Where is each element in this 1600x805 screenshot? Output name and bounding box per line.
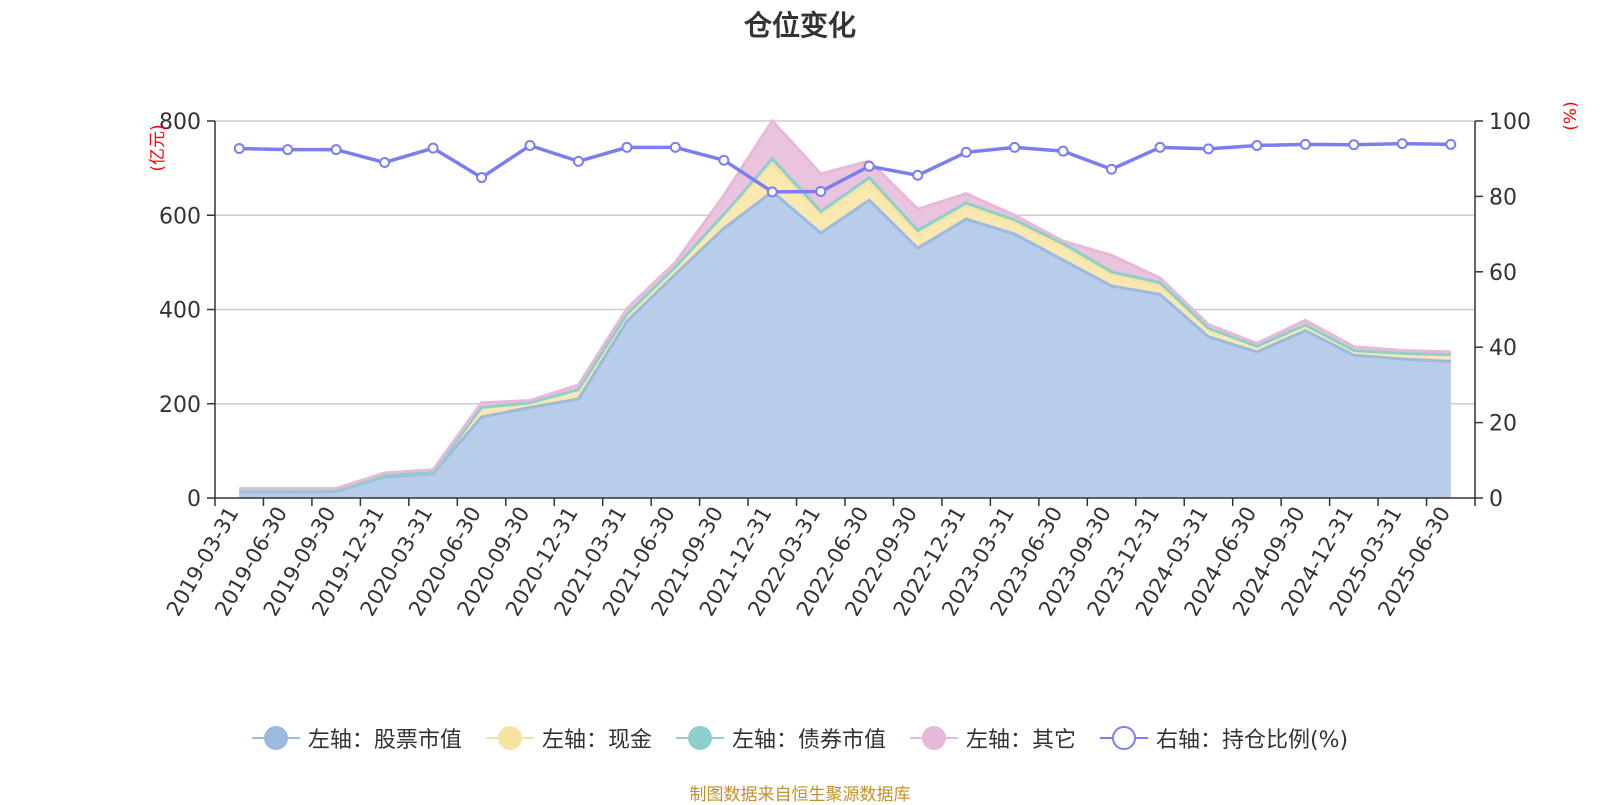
position-ratio-point bbox=[815, 185, 827, 197]
position-ratio-point bbox=[766, 186, 778, 198]
chart-plot: 02004006008000204060801002019-03-312019-… bbox=[148, 101, 1581, 620]
position-ratio-point bbox=[1106, 163, 1118, 175]
legend-label: 左轴：债券市值 bbox=[731, 728, 886, 753]
area-series-line bbox=[239, 156, 1451, 492]
position-ratio-point bbox=[427, 142, 439, 154]
y-left-tick-label: 400 bbox=[159, 299, 201, 324]
position-ratio-point bbox=[476, 172, 488, 184]
position-ratio-point bbox=[1348, 139, 1360, 151]
y-right-tick-label: 100 bbox=[1489, 110, 1531, 135]
y-axis-right-label: (%) bbox=[1561, 101, 1581, 130]
position-ratio-point bbox=[912, 169, 924, 181]
position-ratio-point bbox=[1009, 141, 1021, 153]
position-ratio-point bbox=[960, 146, 972, 158]
position-ratio-point bbox=[572, 155, 584, 167]
legend-item[interactable]: 左轴：其它 bbox=[909, 722, 1076, 754]
area-series-line bbox=[239, 189, 1451, 494]
position-ratio-point bbox=[1057, 145, 1069, 157]
y-right-tick-label: 20 bbox=[1489, 412, 1517, 437]
area-series bbox=[239, 191, 1451, 498]
legend-label: 左轴：现金 bbox=[541, 728, 652, 753]
y-left-tick-label: 800 bbox=[159, 110, 201, 135]
legend-item[interactable]: 左轴：股票市值 bbox=[251, 722, 462, 754]
position-ratio-point bbox=[621, 141, 633, 153]
legend-swatch bbox=[1099, 726, 1148, 750]
y-left-tick-label: 200 bbox=[159, 393, 201, 418]
legend-swatch bbox=[675, 726, 724, 750]
y-axis-left-label: (亿元) bbox=[148, 124, 168, 171]
y-right-tick-label: 40 bbox=[1489, 336, 1517, 361]
position-ratio-point bbox=[1251, 140, 1263, 152]
legend-item[interactable]: 左轴：债券市值 bbox=[675, 722, 886, 754]
position-ratio-line bbox=[239, 141, 1451, 194]
position-ratio-point bbox=[863, 160, 875, 172]
legend-swatch bbox=[485, 726, 534, 750]
y-right-tick-label: 80 bbox=[1489, 185, 1517, 210]
y-left-tick-label: 600 bbox=[159, 204, 201, 229]
position-ratio-point bbox=[524, 140, 536, 152]
position-ratio-point bbox=[1396, 138, 1408, 150]
position-ratio-point bbox=[1202, 143, 1214, 155]
position-ratio-point bbox=[669, 141, 681, 153]
legend-swatch bbox=[251, 726, 300, 750]
area-series-line bbox=[239, 118, 1451, 491]
chart-legend: 左轴：股票市值 左轴：现金 左轴：债券市值 左轴：其它 右轴：持仓比例(%) bbox=[0, 722, 1600, 754]
position-ratio-point bbox=[233, 143, 245, 155]
position-ratio-point bbox=[282, 144, 294, 156]
position-ratio-point bbox=[1154, 141, 1166, 153]
y-right-tick-label: 60 bbox=[1489, 261, 1517, 286]
legend-label: 左轴：其它 bbox=[965, 728, 1076, 753]
position-ratio-point bbox=[330, 144, 342, 156]
position-ratio-point bbox=[718, 154, 730, 166]
chart-title: 仓位变化 bbox=[743, 9, 856, 42]
legend-item[interactable]: 右轴：持仓比例(%) bbox=[1099, 722, 1349, 754]
legend-swatch bbox=[909, 726, 958, 750]
source-note: 制图数据来自恒生聚源数据库 bbox=[689, 785, 911, 805]
position-ratio-point bbox=[379, 156, 391, 168]
position-ratio-point bbox=[1445, 138, 1457, 150]
legend-item[interactable]: 左轴：现金 bbox=[485, 722, 652, 754]
y-right-tick-label: 0 bbox=[1489, 487, 1503, 512]
legend-label: 右轴：持仓比例(%) bbox=[1155, 728, 1349, 753]
y-left-tick-label: 0 bbox=[187, 487, 201, 512]
position-ratio-point bbox=[1299, 138, 1311, 150]
legend-label: 左轴：股票市值 bbox=[307, 728, 462, 753]
